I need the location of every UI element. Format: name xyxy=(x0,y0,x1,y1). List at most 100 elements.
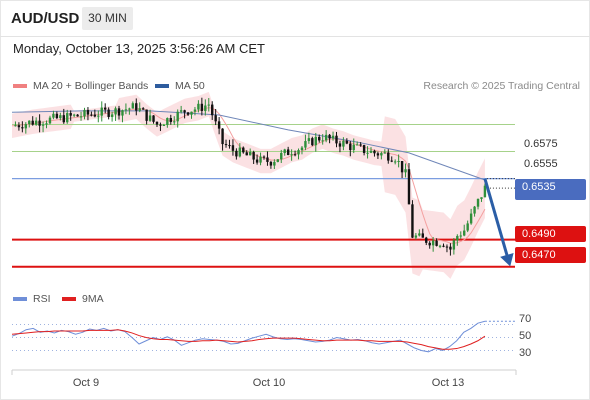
candle-body xyxy=(34,120,38,125)
rsi-legend-swatch xyxy=(13,297,27,301)
candle-body xyxy=(273,161,276,166)
candle-body xyxy=(369,150,373,153)
candle-body xyxy=(183,110,186,113)
candle-body xyxy=(255,159,259,163)
candle-body xyxy=(179,110,183,112)
ma20-legend-label: MA 20 + Bollinger Bands xyxy=(33,80,149,92)
candle-body xyxy=(376,153,380,156)
candle-body xyxy=(28,120,31,125)
candle-body xyxy=(14,125,17,127)
candle-body xyxy=(473,206,476,214)
candle-body xyxy=(359,144,362,146)
support-2-tag: 0.6470 xyxy=(515,247,586,263)
candle-body xyxy=(314,136,317,146)
rsi-tick-70: 70 xyxy=(519,313,532,325)
candle-body xyxy=(93,114,97,117)
candle-body xyxy=(231,145,235,151)
candle-body xyxy=(414,235,418,238)
candle-body xyxy=(48,117,52,124)
candle-body xyxy=(107,109,110,117)
candle-body xyxy=(318,136,321,141)
candle-body xyxy=(83,110,86,117)
candle-body xyxy=(190,111,193,115)
candle-body xyxy=(366,152,369,154)
candle-body xyxy=(266,157,269,162)
candle-body xyxy=(469,213,473,224)
resistance-1-label: 0.6555 xyxy=(524,158,558,170)
candle-body xyxy=(304,141,307,148)
candle-body xyxy=(321,140,324,142)
chart-header: AUD/USD 30 MIN xyxy=(0,0,590,37)
candle-body xyxy=(297,150,300,155)
candle-body xyxy=(276,159,280,162)
ma50-legend-label: MA 50 xyxy=(175,80,205,92)
forecast-arrow-head xyxy=(500,252,514,267)
candle-body xyxy=(86,110,90,115)
bollinger-band-area xyxy=(12,91,485,279)
candle-body xyxy=(390,160,393,162)
candle-body xyxy=(162,125,166,127)
candle-body xyxy=(45,123,48,125)
candle-body xyxy=(76,114,79,117)
candle-body xyxy=(373,150,376,154)
candle-body xyxy=(463,230,466,236)
candle-body xyxy=(283,149,286,154)
ma50-line xyxy=(11,110,486,181)
ma20-legend-swatch xyxy=(13,84,27,88)
candle-body xyxy=(66,113,69,123)
candle-body xyxy=(397,161,400,163)
candle-body xyxy=(214,115,217,122)
candle-body xyxy=(421,233,424,238)
candle-body xyxy=(404,169,407,173)
candle-body xyxy=(362,145,366,153)
candle-body xyxy=(104,107,107,110)
timeframe-button[interactable]: 30 MIN xyxy=(82,7,133,30)
candle-body xyxy=(280,153,283,160)
candle-body xyxy=(62,115,65,123)
candle-body xyxy=(124,109,128,111)
candle-body xyxy=(466,223,469,231)
candle-body xyxy=(442,245,445,247)
candle-body xyxy=(110,114,114,117)
candle-body xyxy=(428,242,431,246)
candle-body xyxy=(217,121,221,129)
candle-body xyxy=(480,197,483,199)
candle-body xyxy=(300,147,304,151)
candle-body xyxy=(135,103,138,111)
candle-body xyxy=(159,124,162,126)
candle-body xyxy=(259,156,262,163)
candle-body xyxy=(324,134,328,141)
candle-body xyxy=(456,235,459,241)
candle-body xyxy=(311,138,314,146)
rsi-tick-30: 30 xyxy=(519,347,532,359)
resistance-2-label: 0.6575 xyxy=(524,138,558,150)
candle-body xyxy=(72,114,76,116)
candle-body xyxy=(69,113,72,116)
candle-body xyxy=(245,152,248,156)
candle-body xyxy=(166,118,169,126)
candle-body xyxy=(97,115,100,117)
candle-body xyxy=(335,135,338,144)
candle-body xyxy=(331,135,335,139)
candle-body xyxy=(352,144,355,151)
candle-body xyxy=(383,152,387,154)
candle-body xyxy=(438,245,442,247)
candle-body xyxy=(349,143,352,151)
candle-body xyxy=(155,121,159,125)
candle-body xyxy=(121,110,124,116)
x-label-oct9: Oct 9 xyxy=(72,377,100,389)
candle-body xyxy=(38,120,41,126)
candle-body xyxy=(193,109,197,112)
support-1-tag: 0.6490 xyxy=(515,226,586,242)
candle-body xyxy=(114,108,117,115)
rsi-ma-legend-label: 9MA xyxy=(82,293,104,305)
candle-body xyxy=(407,169,411,205)
candle-body xyxy=(387,152,390,161)
candle-body xyxy=(17,125,21,128)
rsi-ma-line xyxy=(11,329,486,350)
candle-body xyxy=(197,103,200,110)
rsi-line xyxy=(11,320,486,353)
credit-text: Research © 2025 Trading Central xyxy=(423,80,580,92)
candle-body xyxy=(483,185,487,198)
